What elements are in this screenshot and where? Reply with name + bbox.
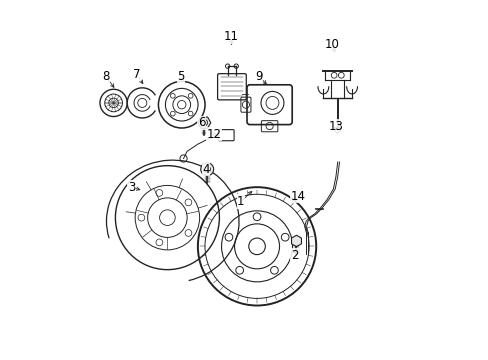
- Text: 14: 14: [290, 190, 305, 203]
- Text: 13: 13: [328, 120, 343, 133]
- Text: 7: 7: [133, 68, 141, 81]
- Polygon shape: [291, 235, 301, 247]
- Text: 5: 5: [177, 69, 184, 82]
- Text: 6: 6: [197, 116, 205, 129]
- Text: 9: 9: [255, 69, 262, 82]
- Text: 11: 11: [223, 30, 238, 43]
- Text: 2: 2: [290, 249, 298, 262]
- Circle shape: [201, 163, 213, 176]
- Text: 4: 4: [202, 163, 209, 176]
- Text: 12: 12: [206, 127, 221, 141]
- Polygon shape: [198, 117, 210, 128]
- Text: 3: 3: [127, 181, 135, 194]
- Text: 8: 8: [102, 69, 109, 82]
- Text: 10: 10: [324, 38, 339, 51]
- Text: 1: 1: [237, 195, 244, 208]
